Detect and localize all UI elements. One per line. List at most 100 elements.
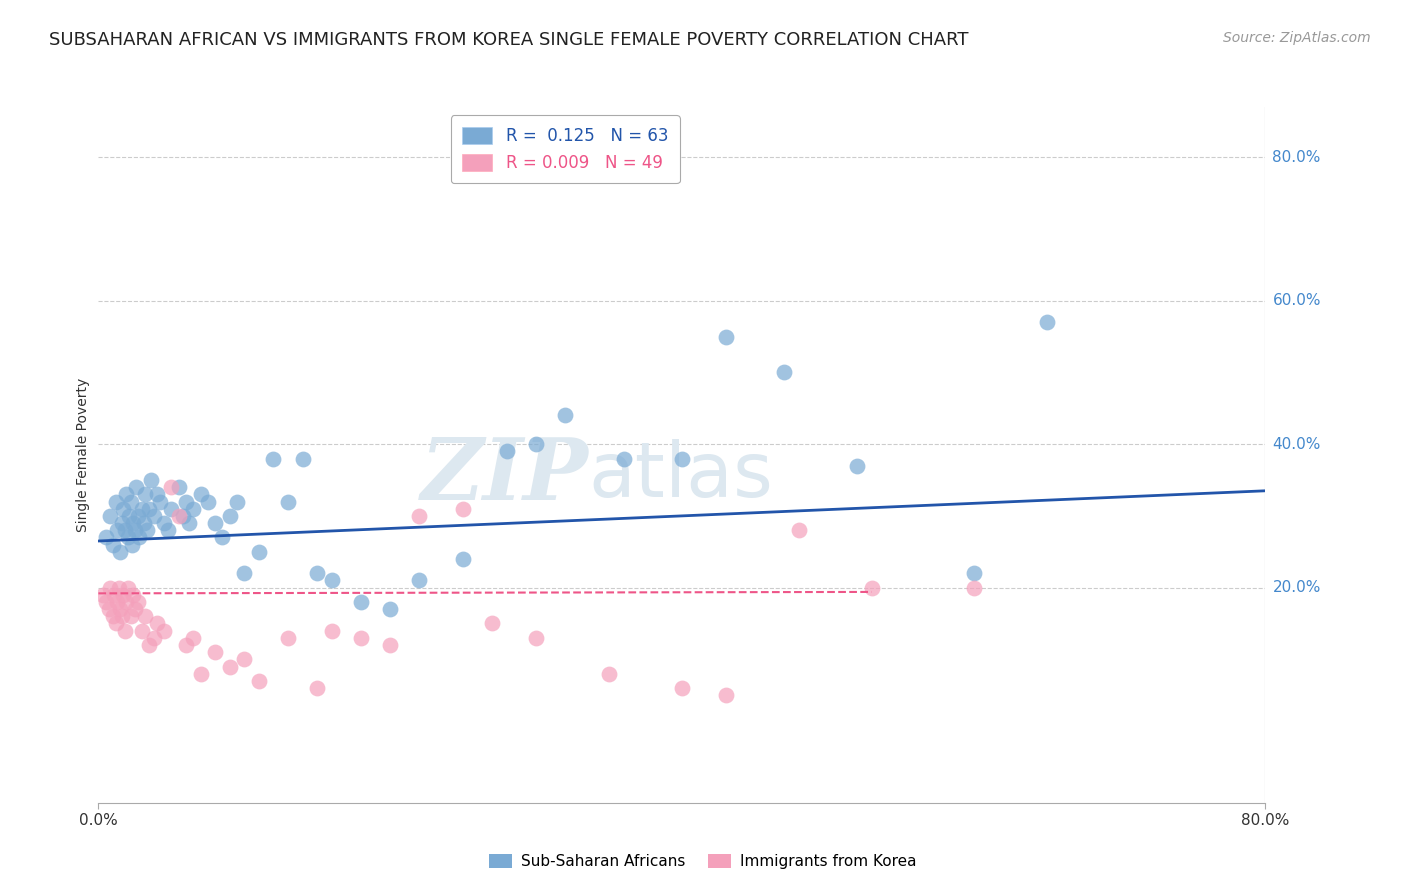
Point xyxy=(160,480,183,494)
Point xyxy=(124,602,146,616)
Point xyxy=(451,552,474,566)
Point xyxy=(190,487,212,501)
Point xyxy=(138,501,160,516)
Point xyxy=(134,487,156,501)
Point xyxy=(103,588,125,602)
Point xyxy=(114,523,136,537)
Point xyxy=(167,480,190,494)
Point xyxy=(149,494,172,508)
Point xyxy=(277,494,299,508)
Point xyxy=(524,437,547,451)
Text: atlas: atlas xyxy=(589,439,773,513)
Point xyxy=(495,444,517,458)
Point xyxy=(247,545,270,559)
Point xyxy=(118,508,141,523)
Point xyxy=(122,588,145,602)
Point xyxy=(112,588,135,602)
Point xyxy=(142,508,165,523)
Point xyxy=(277,631,299,645)
Point xyxy=(127,508,149,523)
Point xyxy=(204,516,226,530)
Point xyxy=(94,595,117,609)
Point xyxy=(218,659,240,673)
Point xyxy=(131,624,153,638)
Point xyxy=(1035,315,1057,329)
Point xyxy=(612,451,634,466)
Point xyxy=(226,494,249,508)
Point xyxy=(160,501,183,516)
Point xyxy=(127,595,149,609)
Point xyxy=(524,631,547,645)
Legend: R =  0.125   N = 63, R = 0.009   N = 49: R = 0.125 N = 63, R = 0.009 N = 49 xyxy=(451,115,679,184)
Point xyxy=(714,688,737,702)
Point xyxy=(135,523,157,537)
Point xyxy=(146,616,169,631)
Point xyxy=(233,566,256,581)
Point xyxy=(124,523,146,537)
Point xyxy=(120,494,142,508)
Point xyxy=(307,681,329,695)
Point xyxy=(91,588,114,602)
Point xyxy=(962,581,984,595)
Point xyxy=(110,545,132,559)
Point xyxy=(845,458,868,473)
Point xyxy=(105,523,128,537)
Y-axis label: Single Female Poverty: Single Female Poverty xyxy=(76,378,90,532)
Point xyxy=(247,673,270,688)
Point xyxy=(98,581,121,595)
Point xyxy=(307,566,329,581)
Point xyxy=(167,508,190,523)
Point xyxy=(197,494,219,508)
Point xyxy=(134,609,156,624)
Point xyxy=(172,508,194,523)
Point xyxy=(598,666,620,681)
Point xyxy=(101,538,124,552)
Point xyxy=(132,516,155,530)
Point xyxy=(962,566,984,581)
Point xyxy=(262,451,284,466)
Point xyxy=(787,523,810,537)
Point xyxy=(115,595,138,609)
Legend: Sub-Saharan Africans, Immigrants from Korea: Sub-Saharan Africans, Immigrants from Ko… xyxy=(482,848,924,875)
Point xyxy=(104,494,127,508)
Text: Source: ZipAtlas.com: Source: ZipAtlas.com xyxy=(1223,31,1371,45)
Point xyxy=(112,501,135,516)
Point xyxy=(157,523,180,537)
Point xyxy=(108,581,131,595)
Point xyxy=(122,516,145,530)
Point xyxy=(120,609,142,624)
Point xyxy=(408,574,430,588)
Point xyxy=(321,624,343,638)
Point xyxy=(291,451,314,466)
Text: SUBSAHARAN AFRICAN VS IMMIGRANTS FROM KOREA SINGLE FEMALE POVERTY CORRELATION CH: SUBSAHARAN AFRICAN VS IMMIGRANTS FROM KO… xyxy=(49,31,969,49)
Text: 40.0%: 40.0% xyxy=(1272,437,1320,451)
Point xyxy=(117,581,139,595)
Point xyxy=(181,631,204,645)
Point xyxy=(117,530,139,544)
Point xyxy=(190,666,212,681)
Point xyxy=(138,638,160,652)
Point xyxy=(378,638,402,652)
Point xyxy=(481,616,503,631)
Point xyxy=(114,624,136,638)
Point xyxy=(153,624,176,638)
Point xyxy=(97,602,120,616)
Point xyxy=(94,530,117,544)
Point xyxy=(174,638,197,652)
Point xyxy=(378,602,402,616)
Point xyxy=(111,609,134,624)
Point xyxy=(104,616,127,631)
Text: 80.0%: 80.0% xyxy=(1272,150,1320,165)
Point xyxy=(671,451,693,466)
Point xyxy=(146,487,169,501)
Point xyxy=(105,595,128,609)
Point xyxy=(128,530,150,544)
Point xyxy=(153,516,176,530)
Point xyxy=(174,494,197,508)
Point xyxy=(451,501,474,516)
Point xyxy=(111,516,134,530)
Point xyxy=(773,366,796,380)
Point xyxy=(321,574,343,588)
Point xyxy=(233,652,256,666)
Point xyxy=(142,631,165,645)
